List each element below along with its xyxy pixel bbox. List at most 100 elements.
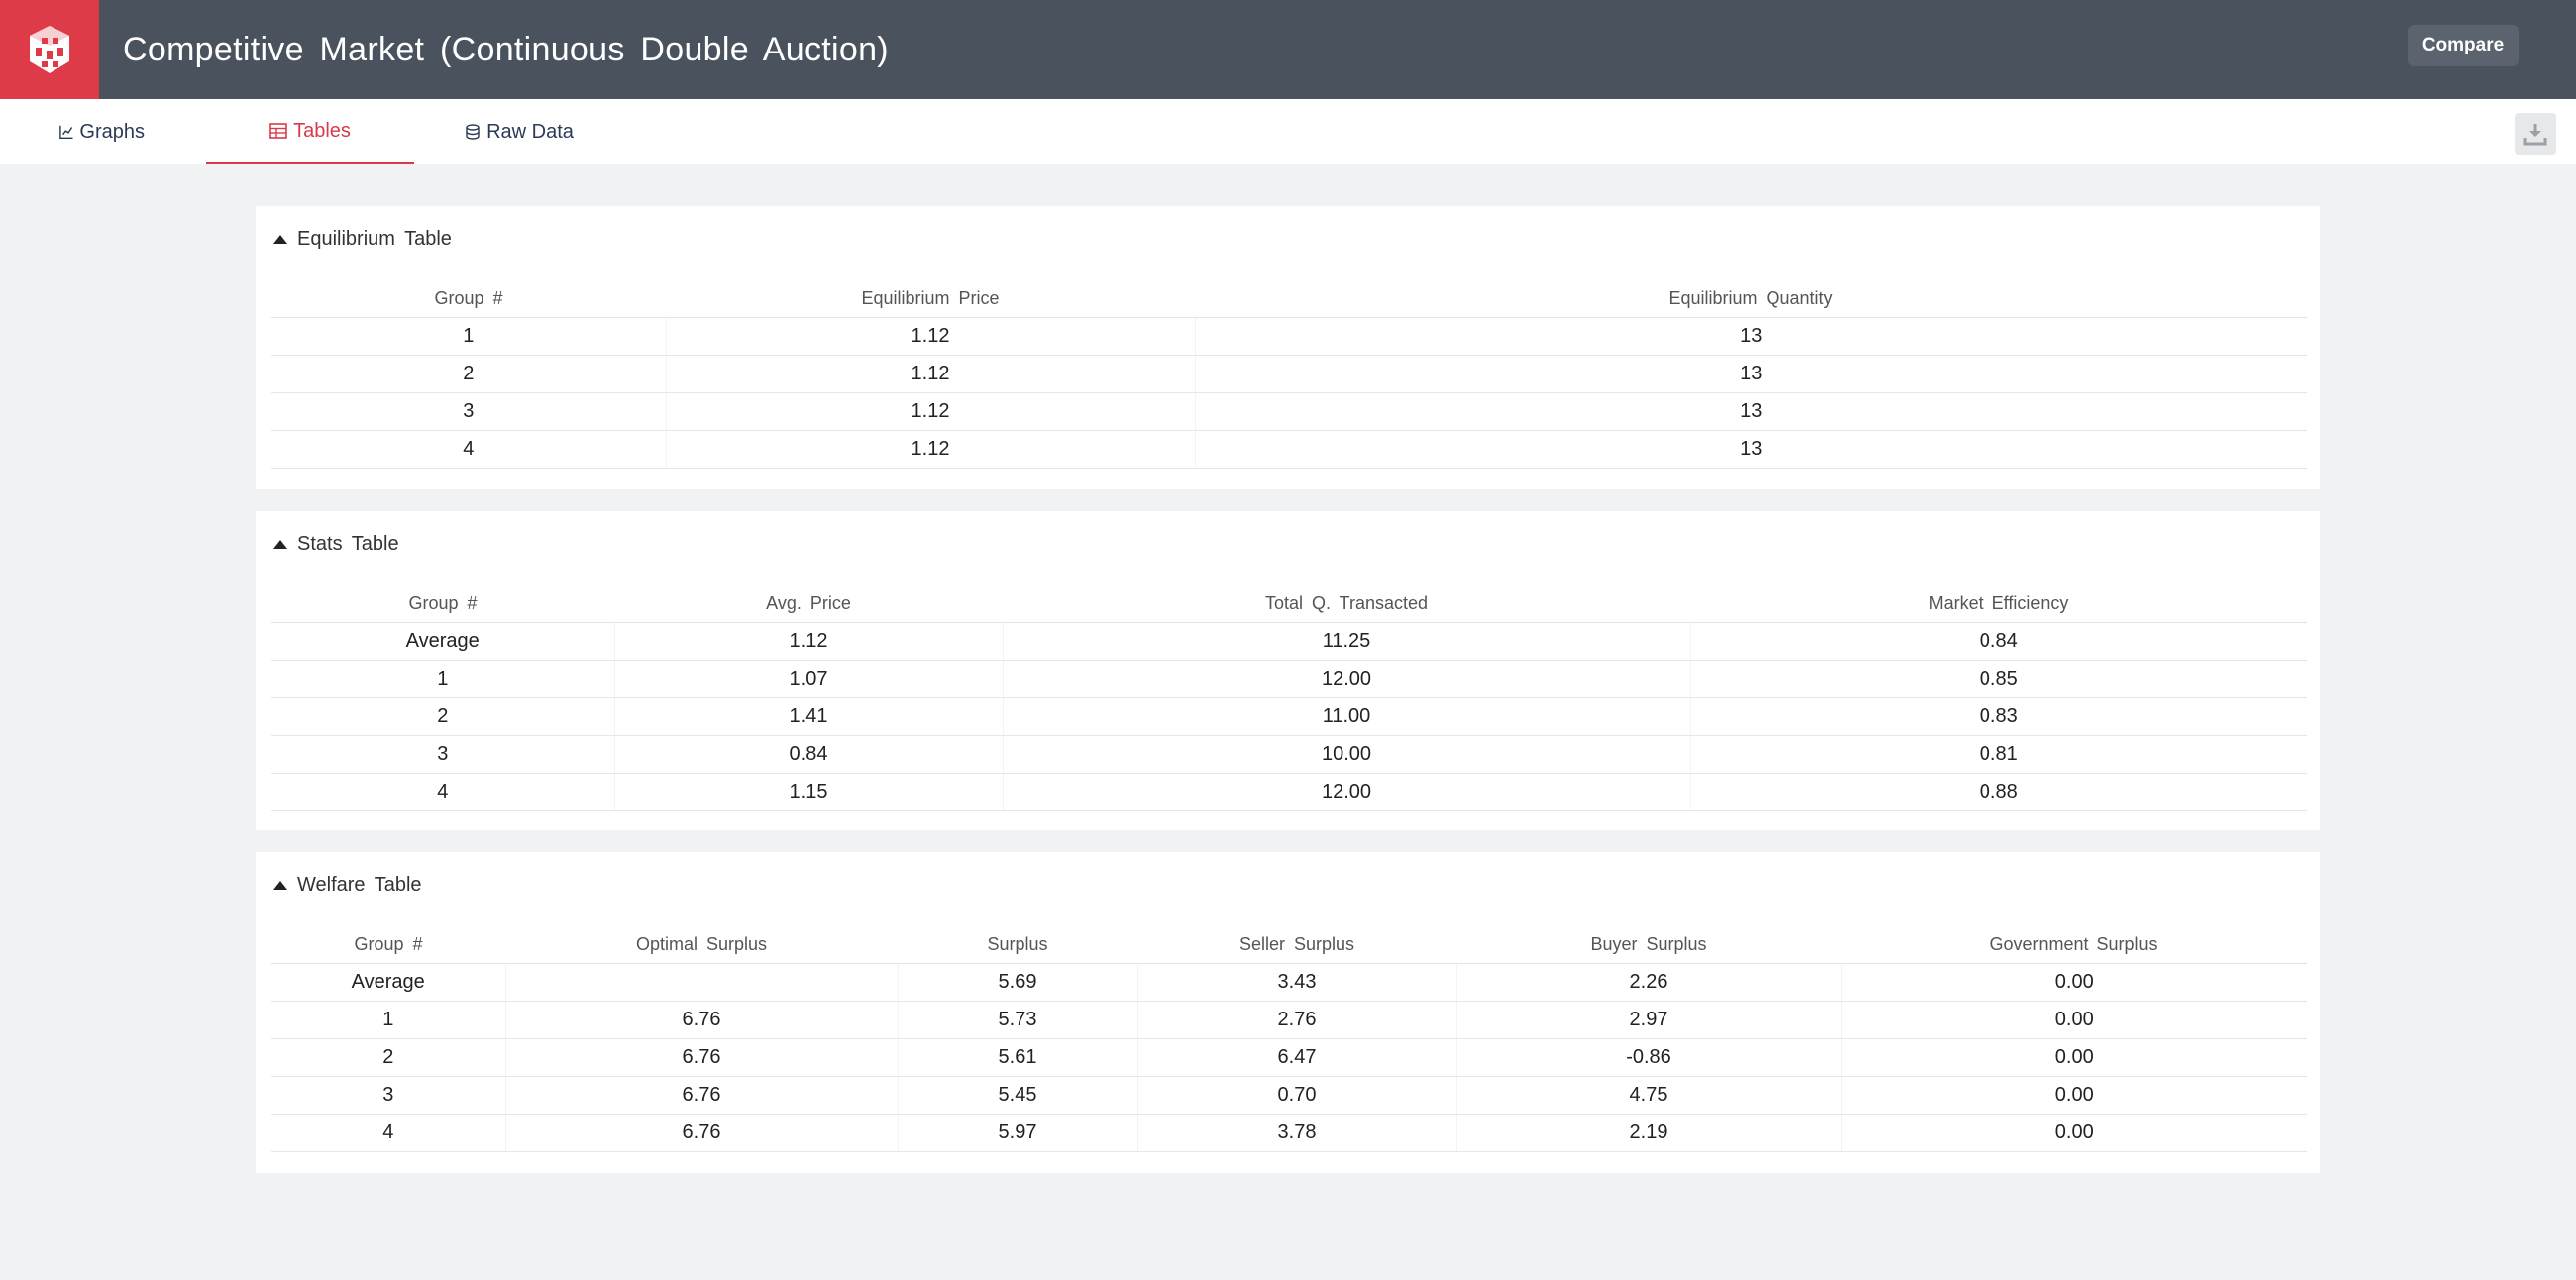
column-header[interactable]: Total Q. Transacted — [1003, 587, 1690, 623]
database-icon — [466, 124, 480, 140]
table-header-row: Group # Equilibrium Price Equilibrium Quan… — [271, 281, 2307, 318]
tab-raw-data-label: Raw Data — [486, 120, 574, 143]
table-row: 4 1.15 12.00 0.88 — [271, 773, 2307, 811]
table-header-row: Group # Avg. Price Total Q. Transacted Mark… — [271, 587, 2307, 623]
table-cell: 1.12 — [665, 317, 1195, 356]
table-cell: 13 — [1194, 430, 2307, 469]
table-cell: 3 — [271, 735, 614, 774]
table-cell: 1 — [271, 1001, 505, 1039]
equilibrium-panel: Equilibrium Table Group # Equilibrium Pri… — [256, 206, 2320, 489]
tab-graphs-label: Graphs — [79, 120, 145, 143]
table-cell: 5.45 — [897, 1076, 1137, 1115]
table-cell: 13 — [1194, 392, 2307, 431]
table-cell: 1.12 — [665, 392, 1195, 431]
welfare-panel: Welfare Table Group # Optimal Surplus Surp… — [256, 852, 2320, 1173]
table-row: Average 1.12 11.25 0.84 — [271, 622, 2307, 661]
table-header-row: Group # Optimal Surplus Surplus Seller Surp… — [271, 927, 2307, 964]
table-cell: 1 — [271, 660, 614, 698]
table-cell: 1.15 — [613, 773, 1003, 811]
table-cell: Average — [271, 622, 614, 661]
table-cell: 2.19 — [1455, 1114, 1841, 1152]
table-cell: 1.12 — [613, 622, 1003, 661]
table-cell: 5.97 — [897, 1114, 1137, 1152]
app-logo[interactable] — [0, 0, 99, 99]
compare-button[interactable]: Compare — [2408, 25, 2519, 66]
table-row: 2 6.76 5.61 6.47 -0.86 0.00 — [271, 1038, 2307, 1077]
table-row: 2 1.12 13 — [271, 355, 2307, 393]
table-row: 3 0.84 10.00 0.81 — [271, 735, 2307, 774]
stats-toggle[interactable]: Stats Table — [273, 533, 399, 556]
welfare-toggle[interactable]: Welfare Table — [273, 874, 422, 897]
table-row: 3 6.76 5.45 0.70 4.75 0.00 — [271, 1076, 2307, 1115]
table-icon — [269, 123, 287, 139]
table-cell: 0.70 — [1136, 1076, 1456, 1115]
column-header[interactable]: Market Efficiency — [1690, 587, 2307, 623]
tab-graphs[interactable]: Graphs — [59, 99, 145, 164]
table-cell: 4 — [271, 1114, 505, 1152]
column-header[interactable]: Group # — [271, 927, 505, 964]
column-header[interactable]: Equilibrium Quantity — [1195, 281, 2307, 318]
table-cell: 6.76 — [504, 1038, 898, 1077]
table-cell: 4 — [271, 773, 614, 811]
table-row: 4 6.76 5.97 3.78 2.19 0.00 — [271, 1114, 2307, 1152]
table-cell: 13 — [1194, 317, 2307, 356]
table-cell: 0.81 — [1689, 735, 2307, 774]
table-row: Average 5.69 3.43 2.26 0.00 — [271, 963, 2307, 1002]
stats-table: Group # Avg. Price Total Q. Transacted Mark… — [271, 587, 2307, 811]
table-cell: 4.75 — [1455, 1076, 1841, 1115]
table-cell: 4 — [271, 430, 666, 469]
table-cell: 3.78 — [1136, 1114, 1456, 1152]
table-cell: 13 — [1194, 355, 2307, 393]
table-cell: 2 — [271, 697, 614, 736]
table-row: 1 6.76 5.73 2.76 2.97 0.00 — [271, 1001, 2307, 1039]
table-cell: 1.41 — [613, 697, 1003, 736]
collapse-caret-icon — [273, 540, 287, 549]
chart-icon — [59, 125, 73, 140]
table-cell: 0.00 — [1840, 1038, 2307, 1077]
table-cell: Average — [271, 963, 505, 1002]
table-cell: -0.86 — [1455, 1038, 1841, 1077]
table-cell: 11.25 — [1002, 622, 1690, 661]
table-cell: 0.00 — [1840, 1114, 2307, 1152]
column-header[interactable]: Government Surplus — [1841, 927, 2307, 964]
equilibrium-title: Equilibrium Table — [297, 228, 452, 250]
table-cell: 1.12 — [665, 430, 1195, 469]
stats-panel: Stats Table Group # Avg. Price Total Q. Tr… — [256, 511, 2320, 830]
logo-icon — [30, 26, 69, 73]
equilibrium-toggle[interactable]: Equilibrium Table — [273, 228, 452, 251]
column-header[interactable]: Surplus — [898, 927, 1137, 964]
tab-raw-data[interactable]: Raw Data — [464, 99, 575, 164]
column-header[interactable]: Seller Surplus — [1137, 927, 1456, 964]
download-button[interactable] — [2515, 113, 2556, 155]
tab-tables-label: Tables — [293, 119, 351, 142]
table-cell: 0.84 — [613, 735, 1003, 774]
tab-tables[interactable]: Tables — [206, 99, 414, 164]
table-cell: 5.61 — [897, 1038, 1137, 1077]
table-cell: 0.88 — [1689, 773, 2307, 811]
table-cell: 2.97 — [1455, 1001, 1841, 1039]
table-cell — [504, 963, 898, 1002]
table-cell: 12.00 — [1002, 773, 1690, 811]
table-row: 1 1.07 12.00 0.85 — [271, 660, 2307, 698]
table-cell: 0.00 — [1840, 963, 2307, 1002]
table-cell: 6.47 — [1136, 1038, 1456, 1077]
welfare-table: Group # Optimal Surplus Surplus Seller Surp… — [271, 927, 2307, 1152]
table-row: 4 1.12 13 — [271, 430, 2307, 469]
table-cell: 5.69 — [897, 963, 1137, 1002]
table-cell: 3 — [271, 1076, 505, 1115]
table-cell: 0.84 — [1689, 622, 2307, 661]
column-header[interactable]: Avg. Price — [614, 587, 1003, 623]
column-header[interactable]: Equilibrium Price — [666, 281, 1195, 318]
table-cell: 1 — [271, 317, 666, 356]
table-cell: 10.00 — [1002, 735, 1690, 774]
column-header[interactable]: Group # — [271, 281, 666, 318]
table-cell: 6.76 — [504, 1076, 898, 1115]
table-cell: 2.26 — [1455, 963, 1841, 1002]
column-header[interactable]: Group # — [271, 587, 614, 623]
equilibrium-table: Group # Equilibrium Price Equilibrium Quan… — [271, 281, 2307, 469]
column-header[interactable]: Buyer Surplus — [1456, 927, 1841, 964]
table-cell: 0.83 — [1689, 697, 2307, 736]
column-header[interactable]: Optimal Surplus — [505, 927, 898, 964]
table-cell: 2 — [271, 355, 666, 393]
table-cell: 0.85 — [1689, 660, 2307, 698]
